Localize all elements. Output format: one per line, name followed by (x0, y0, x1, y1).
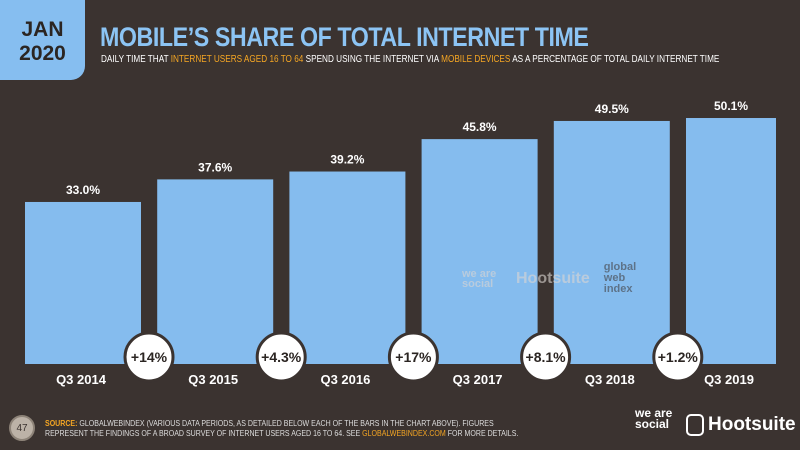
change-label: +1.2% (658, 349, 699, 365)
change-circle (652, 331, 704, 383)
category-label: Q3 2019 (704, 372, 754, 387)
owl-icon (686, 414, 704, 436)
change-circle (520, 331, 572, 383)
value-label: 37.6% (198, 160, 232, 174)
change-circle (387, 331, 439, 383)
value-label: 49.5% (595, 102, 629, 116)
change-label: +8.1% (526, 349, 567, 365)
date-year: 2020 (19, 42, 66, 65)
date-badge: JAN 2020 (0, 0, 85, 80)
watermark-hootsuite: Hootsuite (516, 269, 590, 287)
watermark-wearesocial: we are social (462, 267, 497, 290)
value-label: 33.0% (66, 183, 100, 197)
value-label: 39.2% (330, 153, 364, 167)
bar (421, 139, 538, 364)
bar (25, 201, 141, 364)
change-circle (123, 331, 175, 383)
category-label: Q3 2018 (585, 372, 635, 387)
date-month: JAN (21, 18, 64, 41)
subtitle: DAILY TIME THAT INTERNET USERS AGED 16 T… (101, 54, 720, 65)
page-title: MOBILE’S SHARE OF TOTAL INTERNET TIME (100, 22, 589, 52)
category-label: Q3 2017 (453, 372, 503, 387)
bar (686, 118, 776, 364)
change-label: +4.3% (261, 349, 302, 365)
category-label: Q3 2015 (188, 372, 238, 387)
we-are-social-logo: we are social (635, 406, 673, 431)
change-circle (255, 331, 307, 383)
watermark: we are social Hootsuite global web index (462, 262, 648, 295)
value-label: 50.1% (714, 99, 748, 113)
watermark-gwi: global web index (603, 261, 637, 295)
page-number: 47 (9, 415, 35, 441)
bar (553, 120, 670, 364)
change-label: +14% (131, 349, 168, 365)
category-label: Q3 2014 (56, 372, 107, 387)
hootsuite-logo: Hootsuite (686, 414, 796, 436)
source-link[interactable]: GLOBALWEBINDEX.COM (362, 429, 446, 438)
source-note: SOURCE: GLOBALWEBINDEX (VARIOUS DATA PER… (45, 419, 519, 438)
change-label: +17% (395, 349, 432, 365)
value-label: 45.8% (463, 120, 497, 134)
category-label: Q3 2016 (320, 372, 370, 387)
bar (289, 171, 406, 364)
bar-chart: 33.0% Q3 2014 37.6% Q3 2015 39.2% Q3 2016 45.8… (25, 99, 776, 387)
bar (157, 179, 274, 364)
